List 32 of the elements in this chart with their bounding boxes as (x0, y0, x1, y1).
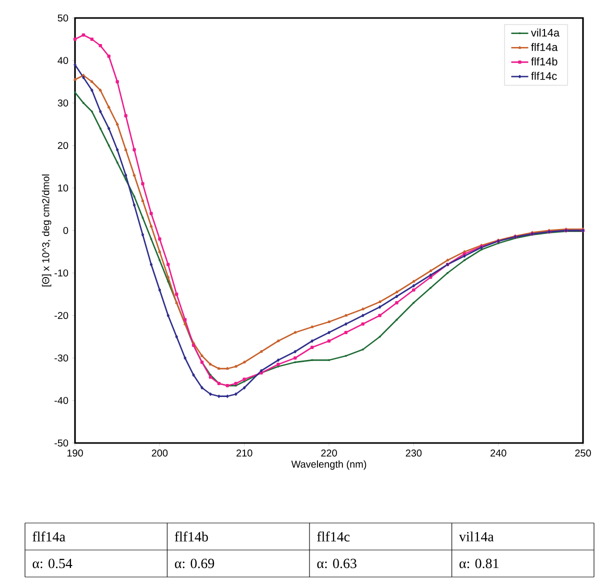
text: flf14b (174, 532, 208, 542)
y-tick-label: -20 (54, 312, 68, 320)
y-tick-label: -10 (54, 269, 68, 277)
y-tick-label: 50 (58, 14, 68, 22)
x-tick-label: 240 (490, 450, 506, 457)
text: α: 0.69 (174, 558, 214, 568)
y-tick-label: 10 (58, 184, 68, 192)
x-axis-title: Wavelength (nm) (291, 460, 366, 470)
y-tick-label: 20 (58, 142, 68, 150)
text: vil14a (459, 532, 494, 542)
text: flf14c (317, 532, 350, 542)
x-tick-label: 250 (575, 450, 591, 457)
text: α: 0.81 (460, 558, 498, 568)
legend-label: flf14c (531, 72, 557, 80)
y-tick-label: -30 (54, 354, 68, 362)
x-tick-label: 200 (152, 450, 168, 457)
y-axis-title: [Θ] x 10^3, deg cm2/dmol (42, 174, 52, 286)
x-tick-label: 210 (236, 450, 252, 457)
text: α: 0.54 (32, 558, 72, 568)
y-tick-label: -50 (54, 439, 68, 447)
y-tick-label: 0 (63, 226, 68, 234)
y-tick-label: 40 (58, 56, 68, 64)
legend-label: flf14b (531, 57, 558, 66)
legend-label: flf14a (531, 42, 558, 52)
legend-label: vil14a (530, 28, 560, 37)
x-tick-label: 230 (406, 450, 422, 457)
y-tick-label: -40 (54, 396, 68, 404)
x-tick-label: 220 (321, 450, 337, 457)
y-tick-label: 30 (58, 99, 68, 107)
text: α: 0.63 (317, 558, 356, 568)
text: flf14a (32, 532, 66, 542)
x-tick-label: 190 (67, 450, 83, 457)
